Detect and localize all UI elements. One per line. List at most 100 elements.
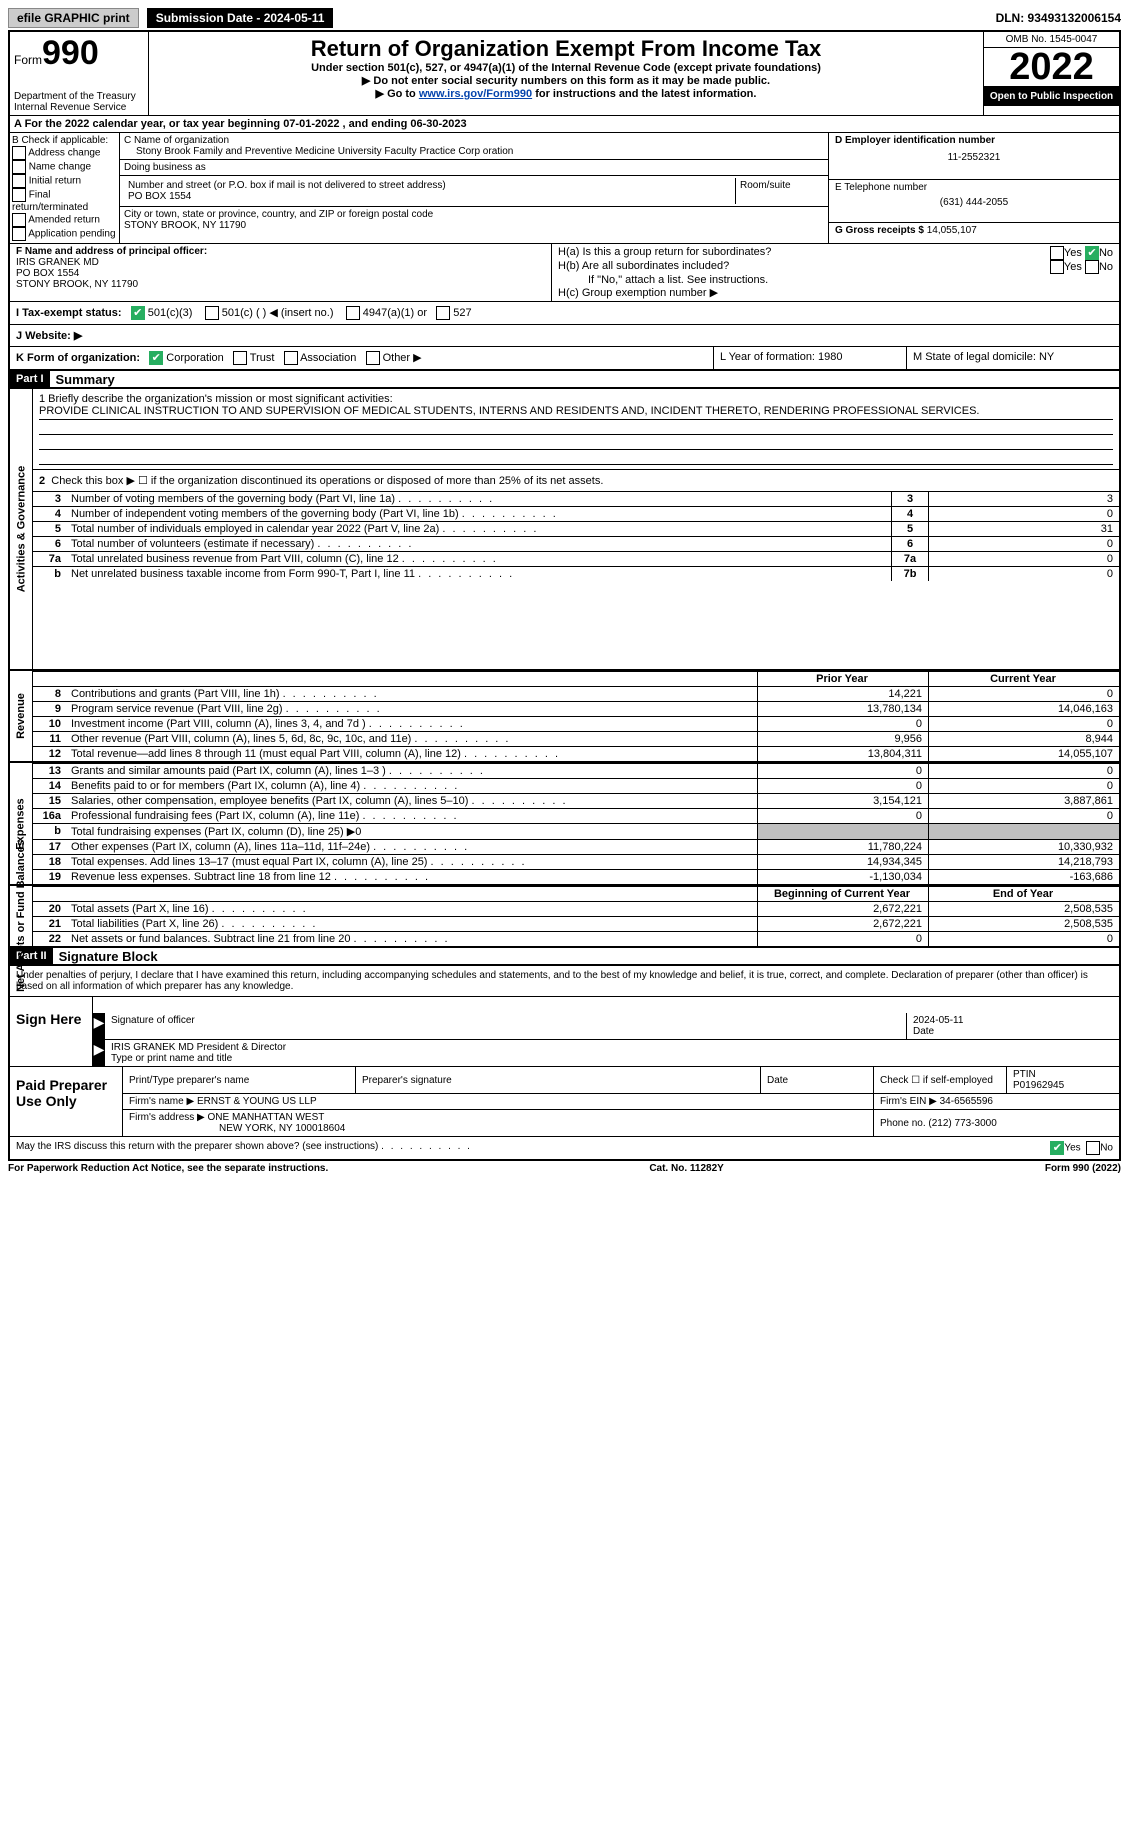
website-row: J Website: ▶	[8, 324, 1121, 346]
perjury-declaration: Under penalties of perjury, I declare th…	[10, 966, 1119, 997]
ptin-value: P01962945	[1013, 1080, 1064, 1091]
vlabel-revenue: Revenue	[15, 693, 27, 739]
tax-status-row: I Tax-exempt status: ✔ 501(c)(3) 501(c) …	[8, 301, 1121, 324]
hb-label: H(b) Are all subordinates included?	[558, 260, 1050, 274]
street-value: PO BOX 1554	[128, 191, 731, 202]
form-number: 990	[42, 34, 99, 72]
vlabel-netassets: Net Assets or Fund Balances	[15, 840, 27, 992]
line2-text: Check this box ▶ ☐ if the organization d…	[51, 475, 603, 487]
hb-no-check[interactable]	[1085, 260, 1099, 274]
firm-addr1: ONE MANHATTAN WEST	[208, 1112, 325, 1123]
row-a-period: A For the 2022 calendar year, or tax yea…	[8, 115, 1121, 132]
revenue-table: Prior YearCurrent Year8Contributions and…	[33, 671, 1119, 761]
part1-header: Part I Summary	[8, 371, 1121, 389]
netassets-table: Beginning of Current YearEnd of Year20To…	[33, 886, 1119, 946]
paid-preparer-label: Paid Preparer Use Only	[10, 1067, 123, 1136]
check-application-pending[interactable]	[12, 227, 26, 241]
expenses-table: 13Grants and similar amounts paid (Part …	[33, 763, 1119, 884]
arrow-icon: ▶	[93, 1013, 105, 1039]
phone-label: E Telephone number	[835, 182, 1113, 193]
firm-name: ERNST & YOUNG US LLP	[197, 1096, 317, 1107]
city-value: STONY BROOK, NY 11790	[124, 220, 824, 231]
officer-name: IRIS GRANEK MD	[16, 257, 545, 268]
officer-addr1: PO BOX 1554	[16, 268, 545, 279]
officer-group-row: F Name and address of principal officer:…	[8, 243, 1121, 301]
officer-label: F Name and address of principal officer:	[16, 246, 545, 257]
summary-section: Activities & Governance 1 Briefly descri…	[8, 389, 1121, 671]
hc-label: H(c) Group exemption number ▶	[558, 286, 1113, 299]
ha-yes-check[interactable]	[1050, 246, 1064, 260]
check-address-change[interactable]	[12, 146, 26, 160]
check-initial-return[interactable]	[12, 174, 26, 188]
check-name-change[interactable]	[12, 160, 26, 174]
check-amended-return[interactable]	[12, 213, 26, 227]
corp-check[interactable]: ✔	[149, 351, 163, 365]
gross-label: G Gross receipts $	[835, 225, 924, 236]
form-label: Form	[14, 53, 42, 67]
entity-info: B Check if applicable: Address change Na…	[8, 132, 1121, 243]
check-final-return-terminated[interactable]	[12, 188, 26, 202]
sig-officer-label: Signature of officer	[105, 1013, 906, 1039]
dba-label: Doing business as	[124, 162, 824, 173]
firm-phone: (212) 773-3000	[928, 1118, 996, 1129]
form-subtitle: Under section 501(c), 527, or 4947(a)(1)…	[153, 62, 979, 74]
room-label: Room/suite	[736, 178, 824, 204]
col-b-label: B Check if applicable:	[12, 135, 117, 146]
sig-date-value: 2024-05-11	[913, 1015, 1113, 1026]
form-header: Form990 Department of the Treasury Inter…	[8, 30, 1121, 115]
open-inspection: Open to Public Inspection	[984, 87, 1119, 106]
501c3-check[interactable]: ✔	[131, 306, 145, 320]
governance-table: 3Number of voting members of the governi…	[33, 491, 1119, 581]
discuss-label: May the IRS discuss this return with the…	[16, 1141, 1050, 1155]
signature-block: Under penalties of perjury, I declare th…	[8, 966, 1121, 1161]
page-footer: For Paperwork Reduction Act Notice, see …	[8, 1161, 1121, 1176]
expenses-section: Expenses 13Grants and similar amounts pa…	[8, 763, 1121, 886]
discuss-yes-check[interactable]: ✔	[1050, 1141, 1064, 1155]
top-bar: efile GRAPHIC print Submission Date - 20…	[8, 8, 1121, 28]
efile-button[interactable]: efile GRAPHIC print	[8, 8, 139, 28]
officer-addr2: STONY BROOK, NY 11790	[16, 279, 545, 290]
dept-label: Department of the Treasury Internal Reve…	[14, 91, 144, 113]
org-name: Stony Brook Family and Preventive Medici…	[124, 146, 824, 157]
hb-note: If "No," attach a list. See instructions…	[558, 274, 1113, 286]
assoc-check[interactable]	[284, 351, 298, 365]
527-check[interactable]	[436, 306, 450, 320]
revenue-section: Revenue Prior YearCurrent Year8Contribut…	[8, 671, 1121, 763]
mission-label: 1 Briefly describe the organization's mi…	[39, 393, 1113, 405]
501c-check[interactable]	[205, 306, 219, 320]
hb-yes-check[interactable]	[1050, 260, 1064, 274]
year-formation: L Year of formation: 1980	[713, 347, 906, 369]
state-domicile: M State of legal domicile: NY	[906, 347, 1119, 369]
submission-date: Submission Date - 2024-05-11	[147, 8, 334, 28]
ha-label: H(a) Is this a group return for subordin…	[558, 246, 1050, 260]
dln: DLN: 93493132006154	[996, 11, 1121, 25]
city-label: City or town, state or province, country…	[124, 209, 824, 220]
discuss-no-check[interactable]	[1086, 1141, 1100, 1155]
4947-check[interactable]	[346, 306, 360, 320]
street-label: Number and street (or P.O. box if mail i…	[128, 180, 731, 191]
org-name-label: C Name of organization	[124, 135, 824, 146]
other-check[interactable]	[366, 351, 380, 365]
irs-link[interactable]: www.irs.gov/Form990	[419, 88, 532, 100]
ha-no-check[interactable]: ✔	[1085, 246, 1099, 260]
form-title: Return of Organization Exempt From Incom…	[153, 36, 979, 62]
phone-value: (631) 444-2055	[835, 193, 1113, 208]
officer-type-name: IRIS GRANEK MD President & Director	[111, 1042, 1113, 1053]
ein-value: 11-2552321	[835, 146, 1113, 163]
tax-year: 2022	[984, 48, 1119, 87]
netassets-section: Net Assets or Fund Balances Beginning of…	[8, 886, 1121, 948]
part2-header: Part II Signature Block	[8, 948, 1121, 966]
gross-value: 14,055,107	[927, 225, 977, 236]
form-org-row: K Form of organization: ✔ Corporation Tr…	[8, 346, 1121, 371]
trust-check[interactable]	[233, 351, 247, 365]
ssn-note: ▶ Do not enter social security numbers o…	[153, 74, 979, 87]
sig-date-label: Date	[913, 1026, 1113, 1037]
firm-addr2: NEW YORK, NY 100018604	[129, 1123, 345, 1134]
arrow-icon: ▶	[93, 1040, 105, 1066]
preparer-table: Print/Type preparer's name Preparer's si…	[123, 1067, 1119, 1136]
ein-label: D Employer identification number	[835, 135, 1113, 146]
firm-ein: 34-6565596	[940, 1096, 993, 1107]
vlabel-governance: Activities & Governance	[15, 466, 27, 593]
sign-here-label: Sign Here	[10, 997, 93, 1066]
mission-text: PROVIDE CLINICAL INSTRUCTION TO AND SUPE…	[39, 405, 1113, 420]
